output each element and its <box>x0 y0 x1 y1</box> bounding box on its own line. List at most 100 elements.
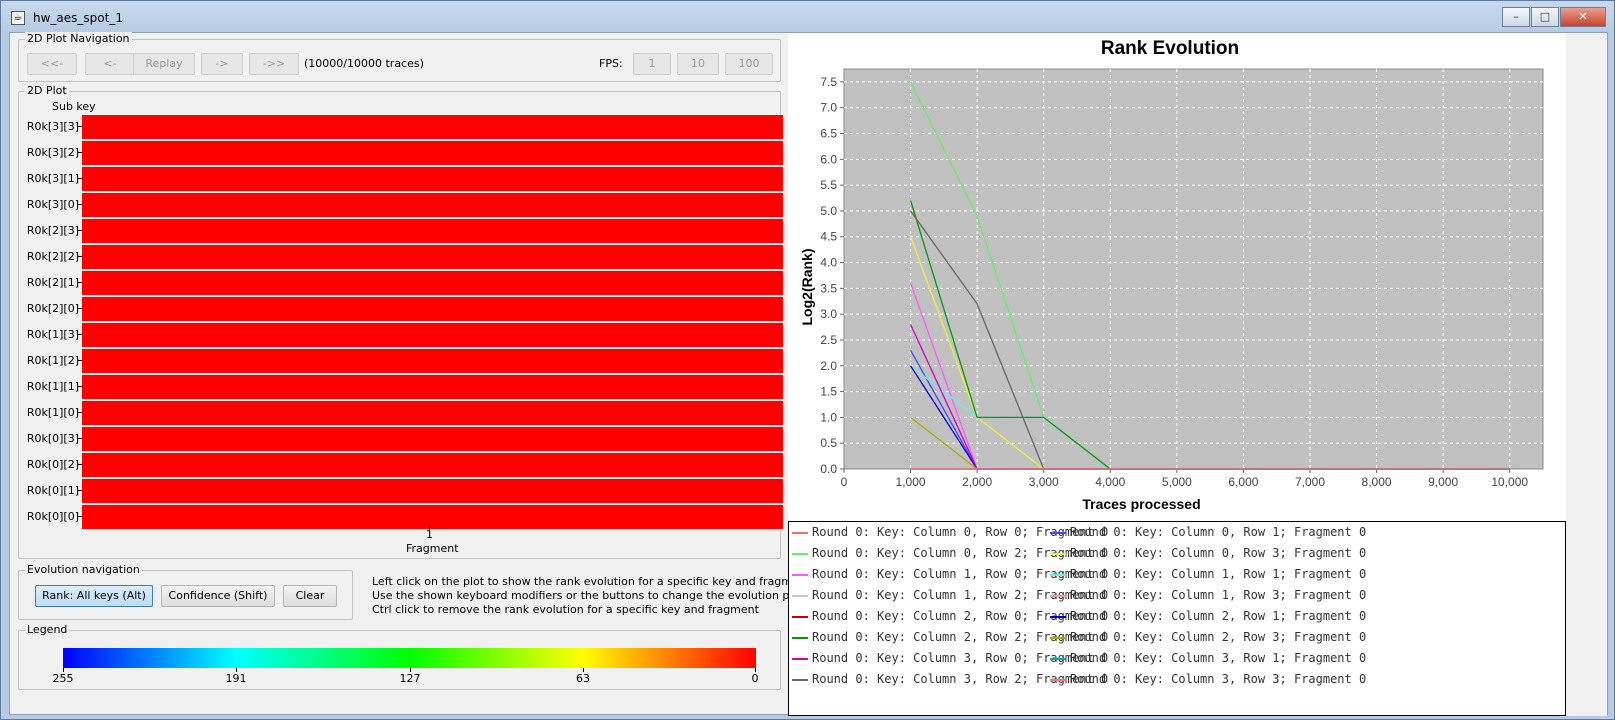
series-legend-label: Round 0: Key: Column 3, Row 3; Fragment … <box>1070 672 1367 686</box>
y-tick-label: 2.5 <box>820 333 837 347</box>
plot-area <box>843 68 1544 470</box>
heatmap-row-label: R0k[3][2] <box>26 146 79 159</box>
heatmap-cell[interactable] <box>82 427 783 451</box>
y-axis-label: Log2(Rank) <box>799 249 815 326</box>
series-legend-label: Round 0: Key: Column 3, Row 2; Fragment … <box>812 672 1109 686</box>
heatmap-row-label: R0k[2][1] <box>26 276 79 289</box>
close-icon[interactable]: ✕ <box>1560 7 1606 27</box>
heatmap-cell[interactable] <box>82 193 783 217</box>
fps-label: FPS: <box>599 57 623 70</box>
color-gradient-bar <box>63 648 756 668</box>
series-legend-item: Round 0: Key: Column 1, Row 2; Fragment … <box>792 588 1108 602</box>
heatmap-row-tick <box>78 334 82 335</box>
title-bar[interactable]: ☕ hw_aes_spot_1 – □ ✕ <box>1 1 1614 33</box>
legend-tick-label: 191 <box>225 672 247 685</box>
heatmap-row-label: R0k[1][2] <box>26 354 79 367</box>
series-legend-item: Round 0: Key: Column 0, Row 0; Fragment … <box>792 525 1108 539</box>
x-tick-label: 9,000 <box>1428 475 1458 489</box>
series-swatch <box>792 573 808 576</box>
legend-tick <box>583 668 584 672</box>
heatmap-row-tick <box>78 412 82 413</box>
heatmap-cell[interactable] <box>82 271 783 295</box>
series-legend: Round 0: Key: Column 0, Row 0; Fragment … <box>788 521 1566 716</box>
fps-100-button[interactable]: 100 <box>725 53 773 75</box>
legend-tick <box>236 668 237 672</box>
series-legend-label: Round 0: Key: Column 3, Row 0; Fragment … <box>812 651 1109 665</box>
y-tick-label: 0.5 <box>820 436 837 450</box>
heatmap-cell[interactable] <box>82 167 783 191</box>
maximize-icon[interactable]: □ <box>1531 7 1559 27</box>
heatmap-row-label: R0k[2][0] <box>26 302 79 315</box>
series-legend-label: Round 0: Key: Column 3, Row 1; Fragment … <box>1070 651 1367 665</box>
series-legend-label: Round 0: Key: Column 2, Row 2; Fragment … <box>812 630 1109 644</box>
rank-all-keys-button[interactable]: Rank: All keys (Alt) <box>35 585 153 607</box>
heatmap-cell[interactable] <box>82 375 783 399</box>
heatmap-cell[interactable] <box>82 453 783 477</box>
first-trace-button[interactable]: <<- <box>27 53 77 75</box>
help-line-3: Ctrl click to remove the rank evolution … <box>372 603 759 616</box>
client-area: 2D Plot Navigation <<- <- Replay -> ->> … <box>9 32 1608 716</box>
legend-tick-label: 63 <box>576 672 590 685</box>
right-gutter <box>1566 33 1607 716</box>
heatmap-plot[interactable]: R0k[3][3] R0k[3][2] R0k[3][1] R0k[3][0] R0k[… <box>19 114 783 534</box>
clear-button[interactable]: Clear <box>283 585 337 607</box>
window-title: hw_aes_spot_1 <box>33 11 123 25</box>
replay-button[interactable]: Replay <box>133 53 195 75</box>
series-legend-label: Round 0: Key: Column 2, Row 0; Fragment … <box>812 609 1109 623</box>
series-legend-label: Round 0: Key: Column 0, Row 0; Fragment … <box>812 525 1109 539</box>
series-swatch <box>1050 636 1066 639</box>
heatmap-cell[interactable] <box>82 115 783 139</box>
y-tick-label: 1.5 <box>820 385 837 399</box>
x-axis-label: Traces processed <box>1082 496 1200 512</box>
heatmap-row-label: R0k[0][0] <box>26 510 79 523</box>
heatmap-cell[interactable] <box>82 401 783 425</box>
series-legend-label: Round 0: Key: Column 1, Row 2; Fragment … <box>812 588 1109 602</box>
series-legend-label: Round 0: Key: Column 2, Row 3; Fragment … <box>1070 630 1367 644</box>
series-legend-item: Round 0: Key: Column 3, Row 1; Fragment … <box>1050 651 1366 665</box>
y-tick-label: 4.0 <box>820 256 837 270</box>
series-legend-label: Round 0: Key: Column 0, Row 2; Fragment … <box>812 546 1109 560</box>
y-tick-label: 6.0 <box>820 152 837 166</box>
heatmap-row-tick <box>78 360 82 361</box>
x-tick-label: 6,000 <box>1228 475 1258 489</box>
x-tick-label: 8,000 <box>1362 475 1392 489</box>
heatmap-row-tick <box>78 126 82 127</box>
fps-1-button[interactable]: 1 <box>633 53 671 75</box>
y-axis-header: Sub key <box>52 100 96 113</box>
heatmap-cell[interactable] <box>82 141 783 165</box>
series-swatch <box>792 636 808 639</box>
heatmap-row-label: R0k[2][2] <box>26 250 79 263</box>
x-tick-label: 0 <box>841 475 848 489</box>
heatmap-cell[interactable] <box>82 505 783 529</box>
x-axis-label: Fragment <box>406 542 459 555</box>
next-trace-button[interactable]: -> <box>201 53 243 75</box>
plot-navigation-group: 2D Plot Navigation <<- <- Replay -> ->> … <box>18 32 781 82</box>
heatmap-cell[interactable] <box>82 245 783 269</box>
fps-10-button[interactable]: 10 <box>677 53 719 75</box>
rank-evolution-chart-panel[interactable]: Rank Evolution 0 1,000 2,000 3,000 4,000 5,000… <box>788 33 1566 521</box>
heatmap-cell[interactable] <box>82 219 783 243</box>
series-swatch <box>1050 615 1066 618</box>
series-swatch <box>1050 552 1066 555</box>
heatmap-cell[interactable] <box>82 349 783 373</box>
confidence-button[interactable]: Confidence (Shift) <box>161 585 275 607</box>
series-legend-item: Round 0: Key: Column 3, Row 2; Fragment … <box>792 672 1108 686</box>
y-tick-label: 7.5 <box>820 75 837 89</box>
group-title: 2D Plot Navigation <box>25 32 132 45</box>
heatmap-cell[interactable] <box>82 297 783 321</box>
last-trace-button[interactable]: ->> <box>249 53 299 75</box>
previous-trace-button[interactable]: <- <box>85 53 135 75</box>
minimize-icon[interactable]: – <box>1502 7 1530 27</box>
heatmap-cell[interactable] <box>82 479 783 503</box>
legend-tick-label: 255 <box>52 672 74 685</box>
heatmap-row-tick <box>78 152 82 153</box>
heatmap-row-tick <box>78 438 82 439</box>
series-legend-item: Round 0: Key: Column 2, Row 3; Fragment … <box>1050 630 1366 644</box>
series-legend-label: Round 0: Key: Column 1, Row 0; Fragment … <box>812 567 1109 581</box>
heatmap-row-label: R0k[0][2] <box>26 458 79 471</box>
rank-evolution-chart[interactable]: Rank Evolution 0 1,000 2,000 3,000 4,000 5,000… <box>788 33 1566 521</box>
heatmap-row-tick <box>78 282 82 283</box>
trace-status: (10000/10000 traces) <box>304 57 424 70</box>
x-tick-label: 4,000 <box>1095 475 1125 489</box>
heatmap-cell[interactable] <box>82 323 783 347</box>
